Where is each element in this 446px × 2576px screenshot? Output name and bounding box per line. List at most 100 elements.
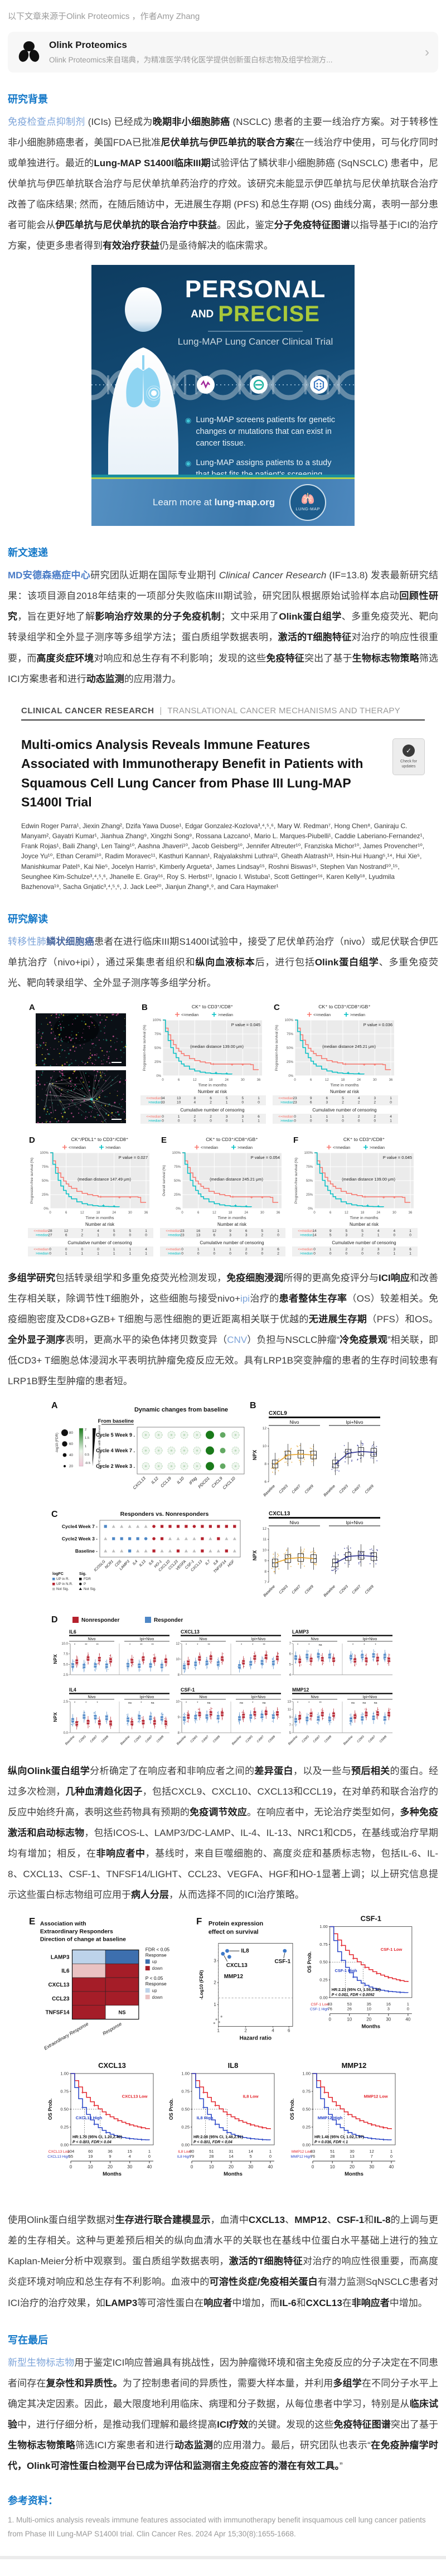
- svg-text:30: 30: [392, 1211, 396, 1215]
- text-segment: 激活的T细胞特征: [229, 2256, 303, 2267]
- svg-text:0: 0: [145, 1233, 147, 1237]
- svg-text:5: 5: [226, 1096, 228, 1100]
- svg-text:Progression-free survival (%): Progression-free survival (%): [143, 1025, 147, 1071]
- svg-text:0.75: 0.75: [302, 2089, 311, 2094]
- text-segment: 免疫特征图谱: [333, 2419, 391, 2430]
- text-segment: CXCL13: [306, 2297, 342, 2308]
- svg-text:(median distance 245.21 μm): (median distance 245.21 μm): [210, 1177, 263, 1182]
- text-segment: 中，进行仔细分析，是推动我们理解和最终提高: [17, 2419, 217, 2430]
- check-updates-icon: ✓: [403, 744, 415, 757]
- svg-text:down: down: [152, 1966, 163, 1971]
- account-name[interactable]: Olink Proteomics: [49, 40, 127, 50]
- text-segment: 对响应和总生存有不利影响；发现的这些: [94, 653, 266, 664]
- svg-text:26: 26: [347, 2007, 352, 2012]
- svg-text:*: *: [140, 1702, 142, 1705]
- svg-text:Cycle2 Week 3 -: Cycle2 Week 3 -: [62, 1536, 98, 1541]
- inline-link[interactable]: 转移性肺: [8, 936, 46, 947]
- svg-text:0%: 0%: [43, 1207, 49, 1211]
- svg-text:5: 5: [342, 1096, 344, 1100]
- svg-text:F: F: [293, 1135, 298, 1145]
- check-updates-badge[interactable]: ✓ Check for updates: [392, 738, 425, 775]
- svg-text:7: 7: [370, 2154, 372, 2159]
- svg-text:1: 1: [277, 1229, 279, 1233]
- svg-text:6: 6: [277, 1248, 279, 1251]
- svg-text:60: 60: [88, 2149, 93, 2154]
- svg-text:2: 2: [374, 1115, 376, 1119]
- svg-text:50%: 50%: [287, 1047, 294, 1050]
- svg-text:1: 1: [85, 1445, 86, 1448]
- text-segment: 和改善生存相关联，除调节性T细胞外，这些细胞与接受nivo+: [8, 1272, 439, 1304]
- svg-text:<=median: <=median: [298, 1230, 313, 1233]
- svg-text:0: 0: [329, 1251, 332, 1255]
- svg-text:ns: ns: [240, 1702, 243, 1705]
- svg-text:Hazard ratio: Hazard ratio: [240, 2036, 272, 2042]
- svg-text:*: *: [97, 1702, 99, 1705]
- text-segment: 等可溶性蛋白在: [137, 2297, 204, 2308]
- svg-text:B: B: [142, 1003, 148, 1012]
- svg-text:Direction of change at baselin: Direction of change at baseline: [40, 1937, 126, 1943]
- paragraph-new-article: MD安德森癌症中心研究团队近期在国际专业期刊 Clinical Cancer R…: [8, 565, 438, 689]
- svg-text:C5W9: C5W9: [365, 1484, 375, 1494]
- chevron-right-icon[interactable]: ›: [425, 44, 429, 60]
- text-segment: 免疫调节效应: [190, 1807, 247, 1818]
- svg-text:Dynamic changes from baseline: Dynamic changes from baseline: [134, 1407, 228, 1413]
- svg-text:NPX: NPX: [52, 1712, 58, 1722]
- svg-text:P value = 0.036: P value = 0.036: [363, 1022, 392, 1027]
- inline-link[interactable]: ipi: [240, 1293, 250, 1304]
- svg-text:(median distance 147.49 μm): (median distance 147.49 μm): [77, 1177, 131, 1182]
- text-segment: 激活的T细胞特征: [278, 632, 352, 643]
- journal-band: CLINICAL CANCER RESEARCH | TRANSLATIONAL…: [21, 706, 425, 721]
- svg-text:CK⁺ to CD3⁺/CD8⁺: CK⁺ to CD3⁺/CD8⁺: [343, 1137, 385, 1142]
- account-description: Olink Proteomics来自瑞典，为精准医学/转化医学提供创新蛋白标志物…: [49, 56, 333, 64]
- svg-text:Responder: Responder: [154, 1617, 183, 1623]
- svg-text:4: 4: [289, 1674, 292, 1677]
- svg-text:13: 13: [287, 1700, 291, 1704]
- inline-link[interactable]: 新型生物标志物: [8, 2357, 75, 2368]
- lungmap-banner-image: PERSONAL AND PRECISE Lung-MAP Lung Cancer…: [91, 265, 355, 526]
- text-segment: 预后相关: [351, 1766, 390, 1776]
- svg-text:ns: ns: [207, 1702, 211, 1705]
- svg-text:LAMP3: LAMP3: [292, 1629, 309, 1635]
- svg-text:Baseline: Baseline: [288, 1735, 298, 1746]
- svg-text:>median: >median: [105, 1146, 120, 1150]
- svg-text:3: 3: [346, 1233, 348, 1237]
- svg-text:Cumulative number of censoring: Cumulative number of censoring: [200, 1240, 264, 1245]
- svg-text:5: 5: [289, 1663, 292, 1666]
- text-segment: ，血清中: [210, 2215, 249, 2226]
- svg-text:D: D: [51, 1615, 58, 1625]
- svg-text:0.00: 0.00: [302, 2143, 311, 2148]
- svg-text:CXCL13: CXCL13: [48, 1982, 70, 1988]
- svg-text:Response: Response: [146, 1981, 167, 1987]
- text-segment: 为了控制患者间的异质性，需要大样本量，并利用: [122, 2377, 333, 2389]
- svg-text:ns: ns: [319, 1644, 322, 1647]
- account-card[interactable]: Olink Proteomics Olink Proteomics来自瑞典，为精…: [8, 32, 438, 73]
- svg-text:1: 1: [81, 1251, 84, 1255]
- svg-text:2.5: 2.5: [64, 1674, 69, 1677]
- svg-text:Association with: Association with: [40, 1921, 86, 1927]
- svg-text:0: 0: [113, 1233, 115, 1237]
- inline-link[interactable]: 免疫检查点抑制剂: [8, 117, 85, 127]
- svg-text:20: 20: [108, 2164, 113, 2169]
- inline-link[interactable]: MD安德森癌症中心: [8, 570, 91, 581]
- reference-item: 1. Multi-omics analysis reveals immune f…: [8, 2515, 426, 2539]
- svg-text:*: *: [252, 1702, 254, 1705]
- svg-text:3: 3: [394, 1248, 396, 1251]
- svg-text:36: 36: [389, 1079, 393, 1082]
- svg-text:FDR: FDR: [84, 1577, 91, 1581]
- inline-link[interactable]: CNV: [227, 1334, 248, 1345]
- text-segment: 患者整体生存率: [279, 1293, 347, 1304]
- svg-text:0.50: 0.50: [302, 2107, 311, 2112]
- svg-text:CCL19: CCL19: [159, 1475, 172, 1488]
- inline-link[interactable]: 鳞状细胞癌: [46, 936, 95, 947]
- svg-text:76: 76: [328, 2007, 332, 2012]
- svg-text:6: 6: [310, 1100, 312, 1104]
- svg-text:10: 10: [263, 1444, 267, 1448]
- svg-text:C4W7: C4W7: [368, 1735, 377, 1744]
- svg-text:12: 12: [64, 1229, 69, 1233]
- svg-text:Cycle4 Week 7 -: Cycle4 Week 7 -: [62, 1524, 98, 1529]
- svg-text:*: *: [297, 1702, 299, 1705]
- svg-text:1: 1: [197, 1248, 200, 1251]
- svg-text:ns: ns: [128, 1702, 132, 1705]
- svg-text:8: 8: [178, 1674, 180, 1677]
- svg-text:36: 36: [409, 1211, 413, 1215]
